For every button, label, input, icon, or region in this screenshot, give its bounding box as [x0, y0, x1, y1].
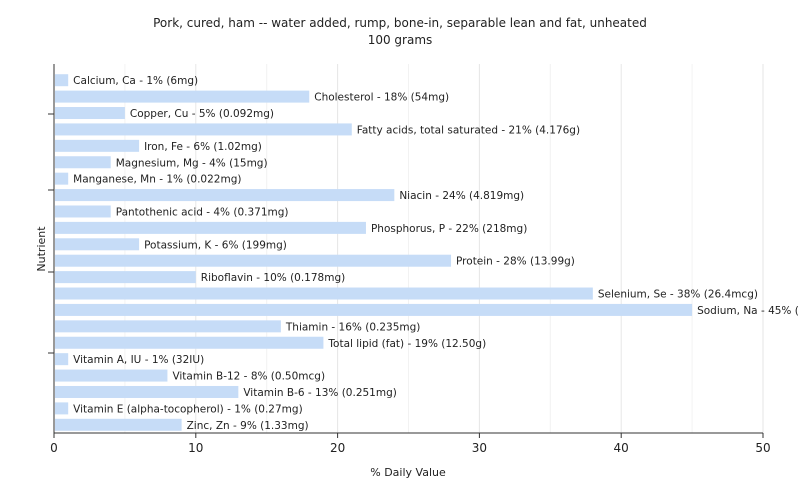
bar-label: Vitamin A, IU - 1% (32IU): [73, 354, 204, 366]
x-axis-label: % Daily Value: [370, 466, 446, 479]
bar-label: Vitamin B-6 - 13% (0.251mg): [243, 387, 397, 399]
x-tick-label: 50: [755, 441, 770, 455]
bar-label: Calcium, Ca - 1% (6mg): [73, 75, 198, 87]
x-tick-label: 10: [188, 441, 203, 455]
bar-label: Riboflavin - 10% (0.178mg): [201, 272, 345, 284]
bar-label: Iron, Fe - 6% (1.02mg): [144, 141, 262, 153]
bar-label: Pantothenic acid - 4% (0.371mg): [116, 206, 289, 218]
bar-label: Thiamin - 16% (0.235mg): [285, 321, 421, 333]
axes: 0 10 20 30 40 50: [48, 64, 771, 455]
bar: [55, 139, 140, 152]
bar: [55, 418, 182, 431]
bar: [55, 369, 168, 382]
chart-title: Pork, cured, ham -- water added, rump, b…: [153, 16, 647, 30]
bar: [55, 336, 324, 349]
x-tick-label: 0: [50, 441, 58, 455]
bar-label: Niacin - 24% (4.819mg): [399, 190, 524, 202]
bar-label: Cholesterol - 18% (54mg): [314, 92, 449, 104]
bar: [55, 74, 69, 87]
bar-label: Magnesium, Mg - 4% (15mg): [116, 157, 268, 169]
bar: [55, 123, 352, 136]
bar: [55, 271, 196, 284]
bar-label: Protein - 28% (13.99g): [456, 256, 575, 268]
bar-label: Fatty acids, total saturated - 21% (4.17…: [357, 124, 580, 136]
bar: [55, 90, 310, 103]
bar-label: Potassium, K - 6% (199mg): [144, 239, 287, 251]
bar: [55, 172, 69, 185]
bar-label: Manganese, Mn - 1% (0.022mg): [73, 174, 241, 186]
bar: [55, 107, 125, 120]
bar: [55, 287, 593, 300]
chart-subtitle: 100 grams: [368, 33, 433, 47]
bars: Calcium, Ca - 1% (6mg) Cholesterol - 18% …: [55, 74, 800, 432]
bar: [55, 385, 239, 398]
bar-label: Total lipid (fat) - 19% (12.50g): [327, 338, 486, 350]
bar-label: Zinc, Zn - 9% (1.33mg): [187, 420, 309, 432]
bar: [55, 353, 69, 366]
bar: [55, 189, 395, 202]
bar: [55, 402, 69, 415]
x-tick-label: 30: [472, 441, 487, 455]
bar: [55, 254, 452, 267]
bar-label: Copper, Cu - 5% (0.092mg): [130, 108, 274, 120]
bar: [55, 238, 140, 251]
bar: [55, 320, 281, 333]
bar-label: Selenium, Se - 38% (26.4mcg): [598, 289, 758, 301]
bar: [55, 303, 693, 316]
bar: [55, 221, 366, 234]
bar: [55, 156, 111, 169]
y-axis-label: Nutrient: [35, 226, 48, 272]
x-tick-label: 40: [614, 441, 629, 455]
bar-label: Phosphorus, P - 22% (218mg): [371, 223, 527, 235]
bar-label: Vitamin E (alpha-tocopherol) - 1% (0.27m…: [73, 403, 303, 415]
bar-label: Vitamin B-12 - 8% (0.50mcg): [172, 371, 325, 383]
bar-label: Sodium, Na - 45% (1069mg): [697, 305, 800, 317]
bar: [55, 205, 111, 218]
x-tick-label: 20: [330, 441, 345, 455]
